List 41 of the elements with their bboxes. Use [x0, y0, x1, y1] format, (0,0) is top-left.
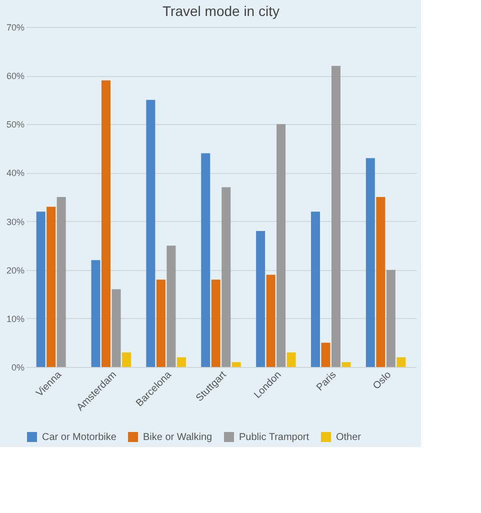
- y-tick-label: 20%: [6, 265, 24, 276]
- chart-title: Travel mode in city: [162, 3, 280, 19]
- bar: [112, 289, 121, 367]
- bar: [166, 246, 176, 367]
- legend-label: Car or Motorbike: [42, 432, 117, 443]
- y-tick-label: 60%: [6, 71, 24, 82]
- y-tick-label: 30%: [6, 216, 24, 227]
- bar: [56, 197, 66, 367]
- bar: [176, 357, 186, 367]
- bar: [376, 197, 386, 367]
- y-tick-label: 50%: [6, 120, 24, 130]
- y-tick-label: 70%: [6, 22, 24, 32]
- bar: [91, 260, 100, 367]
- bar: [232, 362, 241, 367]
- legend-label: Public Tramport: [239, 432, 310, 443]
- bar: [286, 352, 296, 367]
- bar: [396, 357, 406, 367]
- bar: [201, 153, 210, 367]
- bar: [211, 280, 220, 367]
- bar: [146, 100, 156, 367]
- bar: [266, 274, 276, 367]
- bar: [386, 270, 396, 367]
- bar: [342, 362, 351, 367]
- bar: [156, 280, 166, 367]
- y-tick-label: 0%: [11, 362, 24, 372]
- bar: [46, 206, 56, 367]
- x-tick-label: Oslo: [371, 369, 394, 392]
- bar: [222, 187, 231, 367]
- bar: [366, 158, 375, 367]
- bar: [36, 212, 46, 367]
- y-tick-label: 10%: [6, 314, 24, 324]
- bar: [331, 66, 340, 367]
- bar: [310, 212, 320, 367]
- bar: [276, 124, 286, 367]
- bar: [256, 231, 266, 367]
- bar: [102, 80, 111, 367]
- bar: [321, 342, 330, 367]
- legend-label: Other: [336, 432, 362, 443]
- y-tick-label: 40%: [6, 168, 24, 178]
- bar: [122, 352, 132, 367]
- legend-label: Bike or Walking: [143, 432, 212, 443]
